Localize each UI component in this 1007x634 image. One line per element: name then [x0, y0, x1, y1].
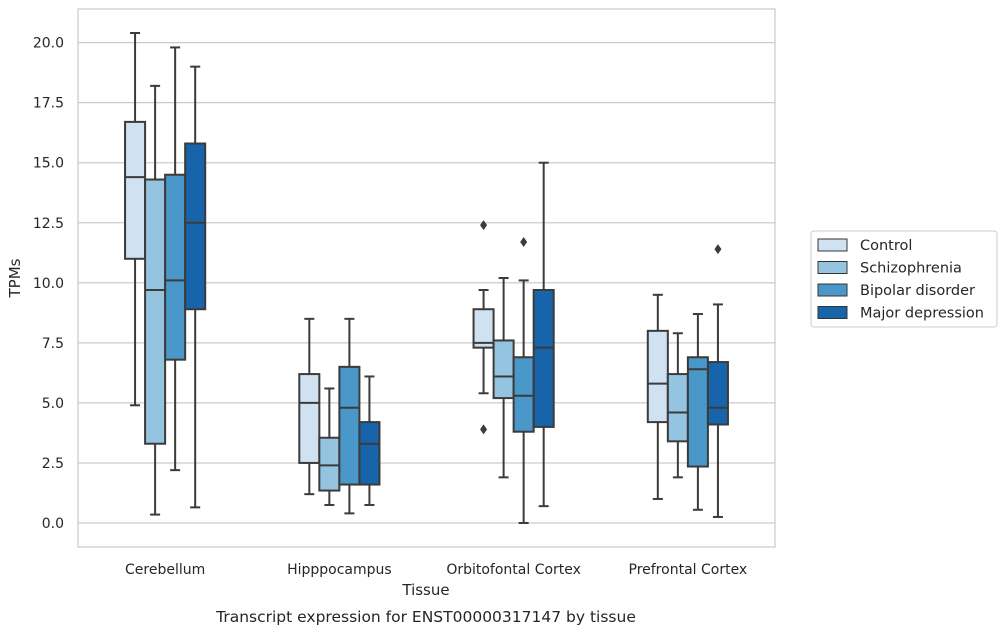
box-body [532, 289, 555, 428]
y-tick-label: 20.0 [33, 36, 64, 52]
box-body [646, 329, 669, 424]
box-2-0 [472, 220, 495, 435]
x-tick-label: Prefrontal Cortex [629, 562, 748, 578]
outlier-point [520, 236, 528, 247]
legend-label: Schizophrenia [860, 261, 962, 277]
box-1-3 [358, 375, 381, 506]
box-3-3 [706, 244, 729, 518]
y-tick-label: 17.5 [33, 96, 64, 112]
box-2-2 [512, 236, 535, 524]
legend-swatch [817, 238, 848, 252]
x-tick-label: Orbitofontal Cortex [446, 562, 581, 578]
x-tick-labels: Cerebellum Hipppocampus Orbitofontal Corte… [125, 562, 747, 578]
box-body [124, 120, 147, 260]
box-0-3 [184, 65, 207, 509]
y-tick-label: 0.0 [42, 516, 64, 532]
legend-label: Control [860, 238, 912, 254]
box-0-2 [164, 46, 187, 472]
box-body [144, 178, 167, 445]
outlier-point [480, 424, 488, 435]
box-body [184, 142, 207, 311]
legend-frame [810, 230, 998, 328]
x-tick-label: Cerebellum [125, 562, 205, 578]
box-body [358, 421, 381, 486]
y-tick-label: 7.5 [42, 336, 64, 352]
y-tick-label: 10.0 [33, 276, 64, 292]
box-0-1 [144, 84, 167, 516]
box-3-0 [646, 293, 669, 500]
box-1-1 [318, 387, 341, 506]
box-body [492, 339, 515, 400]
box-2-1 [492, 277, 515, 479]
legend-label: Major depression [860, 306, 984, 322]
y-axis-title: TPMs [6, 258, 24, 298]
y-tick-labels: 0.0 2.5 5.0 7.5 10.0 12.5 15.0 17.5 20.0 [33, 36, 64, 532]
legend-swatch [817, 261, 848, 274]
legend: Control Schizophrenia Bipolar disorder Majo… [810, 230, 998, 328]
boxes [124, 32, 729, 524]
outlier-point [480, 220, 488, 231]
y-tick-label: 5.0 [42, 396, 64, 412]
y-tick-label: 12.5 [33, 216, 64, 232]
chart-caption: Transcript expression for ENST0000031714… [215, 608, 636, 626]
legend-swatch [817, 306, 848, 319]
box-2-3 [532, 161, 555, 508]
box-body [472, 308, 495, 349]
box-1-2 [338, 317, 361, 515]
outlier-point [714, 244, 722, 255]
box-body [706, 361, 729, 426]
x-axis-title: Tissue [401, 581, 449, 599]
box-body [686, 356, 709, 468]
box-body [298, 373, 321, 464]
box-3-1 [666, 332, 689, 479]
box-body [164, 173, 187, 361]
legend-label: Bipolar disorder [860, 283, 975, 299]
box-body [512, 356, 535, 433]
y-tick-label: 15.0 [33, 156, 64, 172]
box-1-0 [298, 317, 321, 496]
plot-frame [77, 8, 776, 548]
box-body [318, 436, 341, 492]
x-tick-label: Hipppocampus [287, 562, 392, 578]
y-tick-label: 2.5 [42, 456, 64, 472]
legend-swatch [817, 283, 848, 297]
box-0-0 [124, 32, 147, 407]
box-body [338, 365, 361, 486]
box-body [666, 373, 689, 443]
